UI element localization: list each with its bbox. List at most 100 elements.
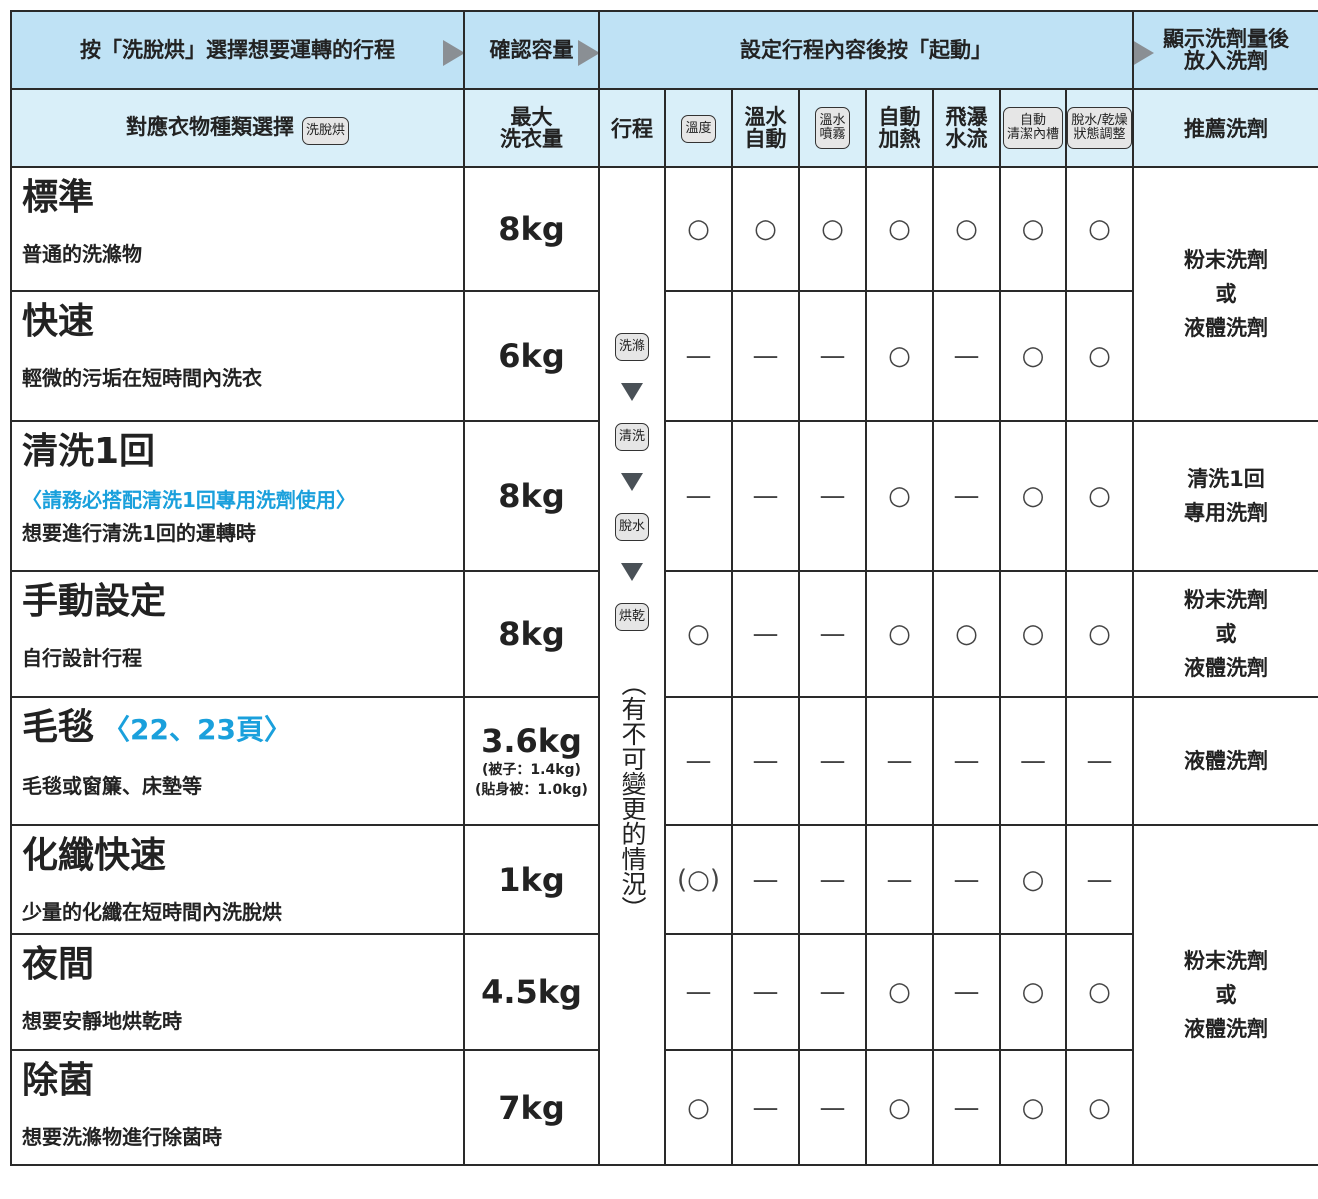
mark-cell: ○ (865, 420, 934, 572)
mark-cell: — (798, 1049, 867, 1166)
mark-cell: — (664, 420, 733, 572)
capacity-cell: 6kg (463, 290, 600, 422)
mark-cell: — (731, 290, 800, 422)
column-head: 推薦洗劑 (1132, 88, 1318, 168)
option-head: 自動 清潔內槽 (999, 88, 1067, 168)
process-note: （有不可變更的情況） (618, 671, 647, 921)
option-head: 自動 加熱 (865, 88, 934, 168)
course-row: 除菌 想要洗滌物進行除菌時 7kg ○ — — ○ — ○ ○ (10, 1049, 1318, 1166)
mark-cell: ○ (932, 570, 1001, 698)
mark-cell: — (664, 290, 733, 422)
mark-cell: — (798, 933, 867, 1051)
course-name-text: 夜間 (22, 944, 95, 985)
detergent-text: 液體洗劑 (1184, 316, 1268, 340)
option-text: 水流 (945, 127, 988, 151)
step-cell: 確認容量 (463, 10, 600, 90)
option-button: 脫水/乾燥 狀態調整 (1068, 107, 1131, 149)
course-name-text: 標準 (22, 177, 95, 218)
mark-cell: ○ (1065, 290, 1134, 422)
option-text: 飛瀑 (945, 105, 988, 129)
mark-cell: ○ (865, 290, 934, 422)
detergent-text: 專用洗劑 (1184, 501, 1268, 525)
detergent-text: 或 (1215, 622, 1237, 646)
column-head: 對應衣物種類選擇 洗脫烘 (10, 88, 465, 168)
detergent-cell: 粉末洗劑或液體洗劑 (1132, 166, 1318, 422)
detergent-text: 粉末洗劑 (1184, 248, 1268, 272)
course-cell: 手動設定自行設計行程 (10, 570, 465, 698)
course-cell: 除菌 想要洗滌物進行除菌時 (10, 1049, 465, 1166)
course-name: 除菌 (22, 1059, 453, 1103)
column-text: 推薦洗劑 (1184, 117, 1268, 141)
mark-cell: — (798, 420, 867, 572)
option-head: 溫水 自動 (731, 88, 800, 168)
course-row: 夜間 想要安靜地烘乾時 4.5kg — — — ○ — ○ ○ (10, 933, 1318, 1051)
detergent-text: 粉末洗劑 (1184, 588, 1268, 612)
option-head: 飛瀑 水流 (932, 88, 1001, 168)
capacity: 4.5kg (481, 973, 582, 1011)
mark-cell: ○ (664, 166, 733, 292)
mark-cell: — (798, 696, 867, 826)
mark-cell: — (731, 420, 800, 572)
mark-cell: — (798, 570, 867, 698)
course-name: 夜間 (22, 943, 453, 987)
mark-cell: (○) (664, 824, 733, 935)
course-cell: 清洗1回 〈請務必搭配清洗1回專用洗劑使用〉 想要進行清洗1回的運轉時 (10, 420, 465, 572)
course-description: 毛毯或窗簾、床墊等 (22, 774, 202, 798)
capacity: 8kg (498, 477, 565, 515)
mark-cell: ○ (731, 166, 800, 292)
capacity-note: (貼身被：1.0kg) (475, 782, 588, 798)
course-description: 少量的化纖在短時間內洗脫烘 (22, 900, 282, 924)
mark-cell: — (932, 824, 1001, 935)
column-text: 最大 (510, 105, 553, 129)
course-row: 毛毯 〈22、23頁〉 毛毯或窗簾、床墊等 3.6kg (被子：1.4kg) (貼身被：1… (10, 696, 1318, 826)
detergent-cell: 粉末洗劑或液體洗劑 (1132, 570, 1318, 698)
detergent-cell: 粉末洗劑或液體洗劑 (1132, 824, 1318, 1166)
course-name-text: 快速 (22, 301, 95, 342)
mark-cell: ○ (999, 166, 1067, 292)
column-text: 洗衣量 (500, 127, 563, 151)
column-head: 最大 洗衣量 (463, 88, 600, 168)
mark-cell: — (731, 696, 800, 826)
mark-cell: — (932, 290, 1001, 422)
option-text: 溫度 (685, 121, 712, 136)
mark-cell: — (865, 824, 934, 935)
table-wrap: 按「洗脫烘」選擇想要運轉的行程 確認容量 設定行程內容後按「起動」 顯示洗劑量後 放入洗… (10, 10, 1318, 1166)
mark-cell: ○ (999, 933, 1067, 1051)
step-arrow (1135, 40, 1154, 66)
option-text: 脫水/乾燥 (1071, 113, 1128, 128)
capacity: 7kg (498, 1088, 565, 1127)
mark-cell: — (932, 696, 1001, 826)
course-description: 自行設計行程 (22, 646, 142, 670)
course-cell: 快速 輕微的污垢在短時間內洗衣 (10, 290, 465, 422)
course-row: 快速 輕微的污垢在短時間內洗衣 6kg — — — ○ — ○ ○ (10, 290, 1318, 422)
capacity-note: (被子：1.4kg) (482, 762, 581, 778)
mark-cell: ○ (999, 290, 1067, 422)
course-row: 標準 普通的洗滌物 8kg 洗滌 清洗 脫水 烘乾 （有不可變更的情況） ○ ○ ○ ○ ○ ○ ○ 粉末洗劑… (10, 166, 1318, 1166)
detergent-text: 或 (1215, 983, 1237, 1007)
mark-cell: — (1065, 696, 1134, 826)
course-name: 快速 (22, 300, 453, 344)
detergent-text: 粉末洗劑 (1184, 949, 1268, 973)
detergent-cell: 液體洗劑 (1132, 696, 1318, 826)
course-name-text: 清洗1回 (22, 431, 156, 472)
detergent-text: 或 (1215, 282, 1237, 306)
mark-cell: — (731, 824, 800, 935)
capacity: 3.6kg (481, 722, 582, 760)
mark-cell: ○ (664, 1049, 733, 1166)
course-name: 手動設定 (22, 580, 453, 624)
mark-cell: ○ (999, 420, 1067, 572)
step-arrow (578, 40, 597, 66)
option-text: 狀態調整 (1073, 127, 1126, 142)
process-cell: 洗滌 清洗 脫水 烘乾 （有不可變更的情況） (598, 166, 666, 1166)
course-description: 普通的洗滌物 (22, 242, 142, 266)
course-cell: 化纖快速 少量的化纖在短時間內洗脫烘 (10, 824, 465, 935)
course-cell: 標準 普通的洗滌物 (10, 166, 465, 292)
course-name: 標準 (22, 176, 453, 220)
column-row: 對應衣物種類選擇 洗脫烘 最大 洗衣量 行程 溫度 溫水 自動 溫水 噴霧 自動 加熱 飛瀑 水流 自動 清潔… (10, 88, 1318, 168)
mark-cell: ○ (865, 933, 934, 1051)
option-button: 溫水 噴霧 (815, 107, 850, 149)
capacity: 8kg (498, 615, 565, 653)
mark-cell: — (865, 696, 934, 826)
mark-cell: — (664, 696, 733, 826)
course-cell: 夜間 想要安靜地烘乾時 (10, 933, 465, 1051)
